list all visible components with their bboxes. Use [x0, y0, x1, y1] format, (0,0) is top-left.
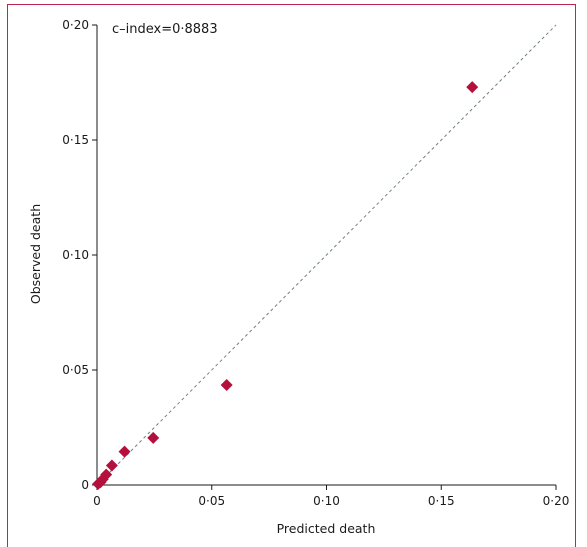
data-point-diamond	[147, 431, 160, 444]
x-tick-label: 0·20	[543, 494, 570, 508]
x-tick-label: 0·05	[198, 494, 225, 508]
y-tick-label: 0·10	[62, 248, 89, 262]
data-point-diamond	[118, 445, 131, 458]
x-axis-label: Predicted death	[277, 521, 376, 536]
chart-frame	[7, 4, 576, 547]
x-tick-label: 0	[93, 494, 101, 508]
data-points	[92, 81, 479, 490]
x-ticks: 0 0·05 0·10 0·15 0·20	[93, 485, 569, 508]
x-tick-label: 0·10	[313, 494, 340, 508]
data-point-diamond	[105, 459, 118, 472]
data-point-diamond	[100, 468, 113, 481]
x-tick-label: 0·15	[428, 494, 455, 508]
y-ticks: 0 0·05 0·10 0·15 0·20	[62, 18, 97, 492]
y-tick-label: 0·20	[62, 18, 89, 32]
y-axis-label: Observed death	[28, 204, 43, 304]
data-point-diamond	[466, 81, 479, 94]
y-tick-label: 0·15	[62, 133, 89, 147]
y-tick-label: 0	[81, 478, 89, 492]
reference-line-identity	[96, 24, 557, 486]
data-point-diamond	[220, 378, 233, 391]
c-index-annotation: c–index=0·8883	[112, 22, 218, 37]
y-tick-label: 0·05	[62, 363, 89, 377]
